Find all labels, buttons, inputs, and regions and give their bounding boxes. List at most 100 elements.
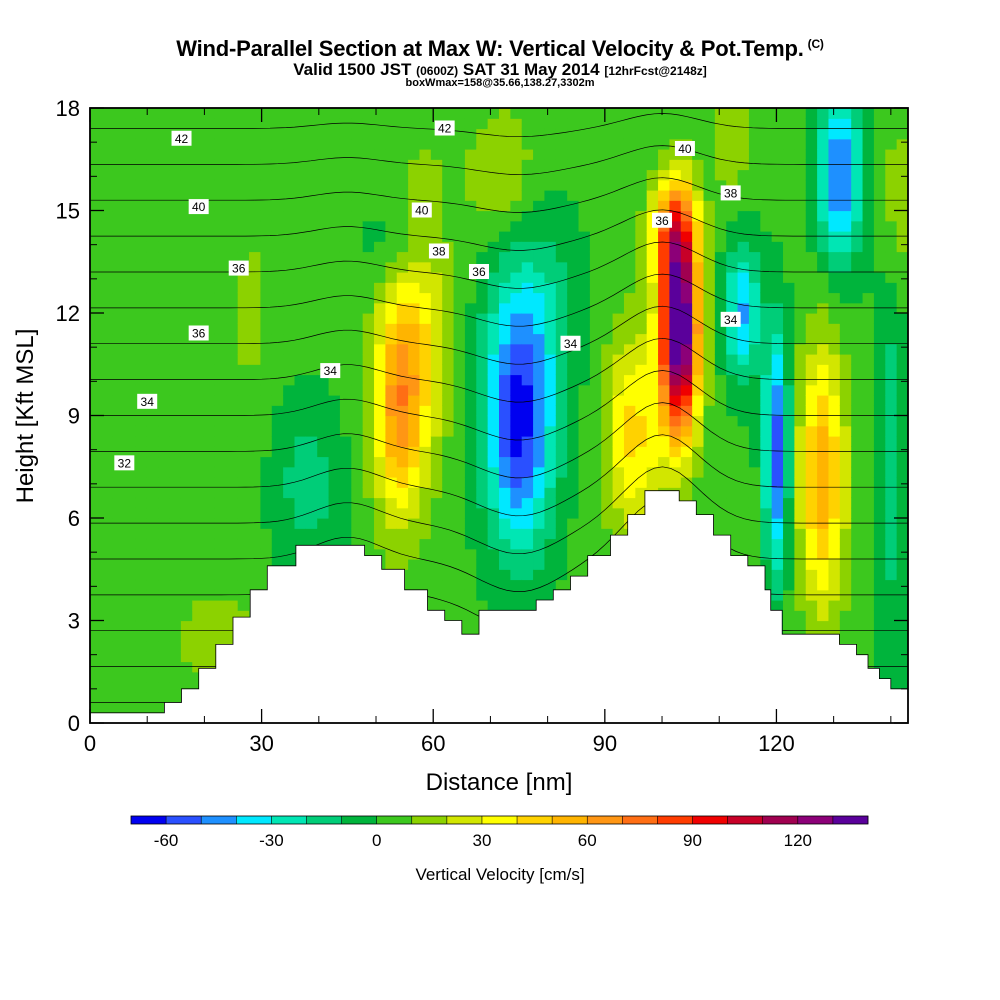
velocity-cell — [839, 466, 852, 478]
velocity-cell — [408, 425, 421, 437]
velocity-cell — [748, 200, 761, 212]
velocity-cell — [589, 169, 602, 181]
velocity-cell — [339, 415, 352, 427]
velocity-cell — [680, 302, 693, 314]
velocity-cell — [726, 395, 739, 406]
velocity-cell — [635, 220, 648, 232]
velocity-cell — [135, 333, 148, 345]
velocity-cell — [158, 538, 171, 550]
velocity-cell — [578, 220, 591, 232]
velocity-cell — [442, 466, 455, 478]
velocity-cell — [362, 200, 375, 212]
velocity-cell — [396, 497, 409, 509]
velocity-cell — [805, 395, 818, 406]
velocity-cell — [544, 518, 557, 529]
velocity-cell — [612, 220, 625, 232]
velocity-cell — [442, 528, 455, 540]
velocity-cell — [646, 241, 659, 253]
velocity-cell — [805, 487, 818, 499]
velocity-cell — [658, 118, 671, 130]
velocity-cell — [362, 169, 375, 181]
velocity-cell — [90, 241, 102, 253]
velocity-cell — [101, 241, 114, 253]
velocity-cell — [305, 364, 318, 376]
velocity-cell — [442, 395, 455, 406]
velocity-cell — [180, 548, 193, 560]
velocity-cell — [521, 169, 534, 181]
velocity-cell — [328, 425, 341, 437]
velocity-cell — [487, 456, 500, 468]
velocity-cell — [760, 179, 773, 191]
velocity-cell — [487, 569, 500, 581]
velocity-cell — [146, 692, 159, 704]
velocity-cell — [760, 569, 773, 581]
velocity-cell — [578, 487, 591, 499]
velocity-cell — [396, 128, 409, 140]
velocity-cell — [112, 210, 125, 222]
velocity-cell — [328, 415, 341, 427]
velocity-cell — [555, 108, 568, 119]
velocity-cell — [283, 374, 296, 386]
velocity-cell — [90, 466, 102, 478]
velocity-cell — [419, 179, 432, 191]
velocity-cell — [499, 128, 511, 140]
contour-label: 40 — [674, 141, 695, 156]
velocity-cell — [896, 671, 908, 683]
velocity-cell — [623, 343, 636, 355]
velocity-cell — [828, 313, 841, 324]
velocity-cell — [453, 138, 466, 150]
velocity-cell — [476, 343, 489, 355]
velocity-cell — [601, 118, 614, 130]
velocity-cell — [885, 323, 898, 335]
velocity-cell — [362, 282, 375, 294]
velocity-cell — [862, 323, 875, 335]
velocity-cell — [169, 651, 182, 663]
velocity-cell — [226, 466, 239, 478]
velocity-cell — [101, 569, 114, 581]
velocity-cell — [271, 323, 284, 335]
velocity-cell — [748, 241, 761, 253]
velocity-cell — [453, 446, 466, 458]
velocity-cell — [794, 436, 807, 447]
velocity-cell — [419, 241, 432, 253]
contour-label: 40 — [188, 199, 209, 215]
velocity-cell — [839, 272, 852, 283]
velocity-cell — [703, 507, 716, 519]
velocity-cell — [851, 548, 864, 560]
velocity-cell — [499, 149, 511, 160]
velocity-cell — [192, 425, 205, 437]
velocity-cell — [385, 302, 398, 314]
velocity-cell — [510, 497, 523, 509]
velocity-cell — [828, 415, 841, 427]
velocity-cell — [794, 272, 807, 283]
velocity-cell — [169, 190, 182, 201]
velocity-cell — [873, 354, 886, 365]
velocity-cell — [635, 374, 648, 386]
velocity-cell — [896, 108, 908, 119]
velocity-cell — [669, 343, 682, 355]
velocity-cell — [510, 220, 523, 232]
velocity-cell — [851, 384, 864, 396]
velocity-cell — [544, 220, 557, 232]
velocity-cell — [476, 589, 489, 601]
velocity-cell — [203, 343, 216, 355]
velocity-cell — [453, 241, 466, 253]
x-axis-label: Distance [nm] — [426, 769, 573, 796]
velocity-cell — [555, 128, 568, 140]
velocity-cell — [101, 415, 114, 427]
velocity-cell — [192, 138, 205, 150]
velocity-cell — [828, 395, 841, 406]
contour-label: 40 — [411, 202, 432, 218]
velocity-cell — [90, 220, 102, 232]
velocity-cell — [192, 149, 205, 160]
velocity-cell — [555, 446, 568, 458]
velocity-cell — [101, 292, 114, 304]
velocity-cell — [839, 241, 852, 253]
theta-contour — [90, 402, 908, 479]
velocity-cell — [90, 559, 102, 570]
velocity-cell — [896, 384, 908, 396]
velocity-cell — [601, 354, 614, 365]
velocity-cell — [737, 169, 750, 181]
velocity-cell — [589, 477, 602, 488]
velocity-cell — [90, 261, 102, 273]
